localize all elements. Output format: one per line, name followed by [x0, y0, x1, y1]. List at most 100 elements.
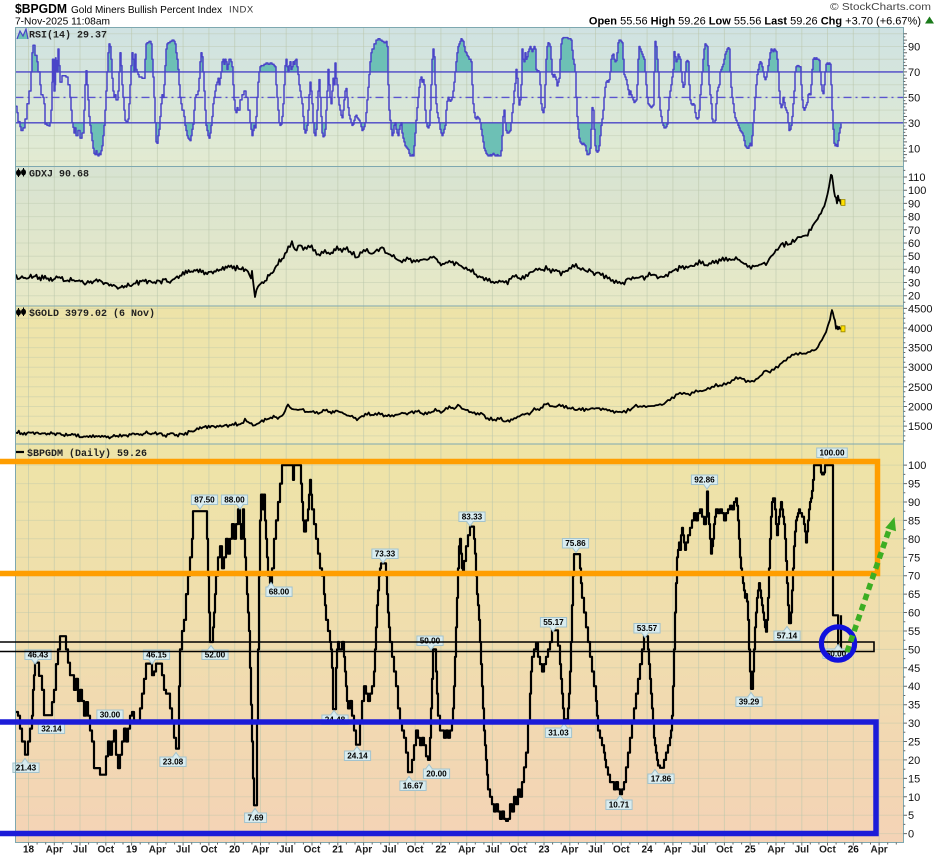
svg-text:4500: 4500 — [908, 303, 932, 315]
svg-text:30: 30 — [908, 118, 920, 130]
svg-text:15: 15 — [908, 773, 920, 785]
svg-text:20.00: 20.00 — [426, 770, 447, 779]
svg-text:Oct: Oct — [510, 845, 527, 856]
svg-text:95: 95 — [908, 479, 920, 491]
svg-text:50.00: 50.00 — [826, 650, 847, 659]
svg-text:35: 35 — [908, 700, 920, 712]
svg-text:$BPGDM (Daily) 59.26: $BPGDM (Daily) 59.26 — [27, 448, 147, 460]
svg-text:23: 23 — [538, 845, 550, 856]
svg-text:Apr: Apr — [458, 845, 475, 856]
svg-text:Oct: Oct — [304, 845, 321, 856]
svg-text:90: 90 — [908, 198, 920, 210]
svg-text:26: 26 — [848, 845, 860, 856]
svg-text:100.00: 100.00 — [819, 449, 844, 458]
svg-text:7-Nov-2025 11:08am: 7-Nov-2025 11:08am — [15, 16, 110, 28]
svg-text:Jul: Jul — [691, 845, 706, 856]
svg-text:© StockCharts.com: © StockCharts.com — [830, 1, 931, 13]
svg-text:75: 75 — [908, 552, 920, 564]
svg-text:32.14: 32.14 — [41, 725, 62, 734]
svg-text:Oct: Oct — [613, 845, 630, 856]
svg-text:53.57: 53.57 — [637, 624, 658, 633]
svg-text:Apr: Apr — [561, 845, 578, 856]
svg-text:75.86: 75.86 — [565, 539, 586, 548]
svg-text:1500: 1500 — [908, 421, 932, 433]
svg-text:90: 90 — [908, 497, 920, 509]
svg-text:46.15: 46.15 — [146, 651, 167, 660]
svg-text:Jul: Jul — [382, 845, 397, 856]
svg-text:3500: 3500 — [908, 343, 932, 355]
svg-text:39.29: 39.29 — [739, 698, 760, 707]
svg-text:25: 25 — [745, 845, 757, 856]
svg-text:Apr: Apr — [149, 845, 166, 856]
svg-text:80: 80 — [908, 212, 920, 224]
svg-text:Apr: Apr — [767, 845, 784, 856]
svg-text:50.00: 50.00 — [420, 637, 441, 646]
svg-text:Open 55.56 High 59.26 Low 55.5: Open 55.56 High 59.26 Low 55.56 Last 59.… — [589, 16, 921, 28]
svg-text:46.43: 46.43 — [28, 651, 49, 660]
svg-text:Jul: Jul — [279, 845, 294, 856]
svg-text:83.33: 83.33 — [462, 513, 483, 522]
svg-text:50: 50 — [908, 92, 920, 104]
svg-text:10: 10 — [908, 792, 920, 804]
svg-text:90: 90 — [908, 42, 920, 54]
svg-text:60: 60 — [908, 608, 920, 620]
svg-text:Jul: Jul — [73, 845, 88, 856]
svg-text:40: 40 — [908, 681, 920, 693]
svg-text:10.71: 10.71 — [609, 801, 630, 810]
svg-text:2500: 2500 — [908, 382, 932, 394]
svg-text:85: 85 — [908, 515, 920, 527]
svg-text:$GOLD 3979.02 (6 Nov): $GOLD 3979.02 (6 Nov) — [29, 308, 155, 320]
svg-text:70: 70 — [908, 225, 920, 237]
svg-text:$BPGDM: $BPGDM — [15, 1, 67, 16]
svg-text:45: 45 — [908, 663, 920, 675]
svg-text:Oct: Oct — [97, 845, 114, 856]
svg-text:50: 50 — [908, 644, 920, 656]
svg-text:3000: 3000 — [908, 362, 932, 374]
svg-text:INDX: INDX — [229, 5, 254, 16]
svg-text:Apr: Apr — [870, 845, 887, 856]
svg-text:Oct: Oct — [716, 845, 733, 856]
svg-text:87.50: 87.50 — [194, 496, 215, 505]
svg-text:30.00: 30.00 — [100, 711, 121, 720]
svg-text:23.08: 23.08 — [163, 758, 184, 767]
svg-text:Apr: Apr — [664, 845, 681, 856]
svg-text:68.00: 68.00 — [269, 588, 290, 597]
svg-text:31.03: 31.03 — [548, 729, 569, 738]
svg-text:5: 5 — [908, 810, 914, 822]
svg-text:55: 55 — [908, 626, 920, 638]
svg-text:Jul: Jul — [588, 845, 603, 856]
svg-text:Oct: Oct — [407, 845, 424, 856]
svg-text:40: 40 — [908, 264, 920, 276]
svg-text:100: 100 — [908, 185, 926, 197]
svg-text:17.86: 17.86 — [651, 775, 672, 784]
svg-text:20: 20 — [229, 845, 241, 856]
svg-text:60: 60 — [908, 238, 920, 250]
svg-text:18: 18 — [23, 845, 35, 856]
svg-text:4000: 4000 — [908, 323, 932, 335]
svg-text:Apr: Apr — [252, 845, 269, 856]
svg-text:25: 25 — [908, 737, 920, 749]
svg-text:Apr: Apr — [46, 845, 63, 856]
svg-text:Oct: Oct — [201, 845, 218, 856]
svg-text:20: 20 — [908, 755, 920, 767]
svg-text:Gold Miners Bullish Percent In: Gold Miners Bullish Percent Index — [71, 4, 223, 16]
svg-text:73.33: 73.33 — [375, 550, 396, 559]
svg-text:30: 30 — [908, 278, 920, 290]
svg-text:GDXJ 90.68: GDXJ 90.68 — [29, 170, 89, 181]
svg-text:19: 19 — [126, 845, 138, 856]
svg-text:70: 70 — [908, 571, 920, 583]
svg-text:110: 110 — [908, 172, 926, 184]
svg-text:65: 65 — [908, 589, 920, 601]
svg-text:88.00: 88.00 — [224, 496, 245, 505]
svg-text:20: 20 — [908, 291, 920, 303]
svg-text:22: 22 — [435, 845, 447, 856]
svg-text:2000: 2000 — [908, 402, 932, 414]
svg-text:21: 21 — [332, 845, 344, 856]
svg-text:Jul: Jul — [176, 845, 191, 856]
svg-text:30: 30 — [908, 718, 920, 730]
svg-text:24.14: 24.14 — [347, 752, 368, 761]
svg-text:100: 100 — [908, 460, 926, 472]
svg-text:21.43: 21.43 — [16, 764, 37, 773]
svg-text:16.67: 16.67 — [403, 782, 424, 791]
svg-text:24: 24 — [642, 845, 654, 856]
